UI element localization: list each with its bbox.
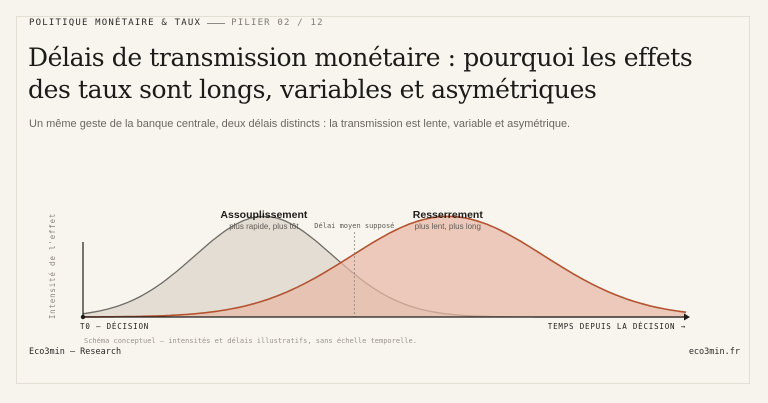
kicker-pillar: PILIER 02 / 12: [231, 18, 324, 28]
plot-area: [80, 215, 690, 321]
kicker-separator: [207, 22, 226, 24]
x-start-label: T0 — DÉCISION: [80, 322, 149, 331]
page-title: Délais de transmission monétaire : pourq…: [28, 43, 693, 104]
footer-site: eco3min.fr: [688, 347, 740, 357]
marker-label: Délai moyen supposé: [314, 222, 394, 230]
kicker-category: POLITIQUE MONÉTAIRE & TAUX: [29, 18, 202, 28]
y-axis-label: Intensité de l'effet: [48, 213, 57, 319]
page-subtitle: Un même geste de la banque centrale, deu…: [29, 118, 571, 130]
x-end-label: TEMPS DEPUIS LA DÉCISION →: [548, 322, 686, 331]
area-resserrement: [83, 216, 686, 317]
series-caption-resserrement: plus lent, plus long: [415, 222, 481, 231]
series-caption-assouplissement: plus rapide, plus tôt: [229, 222, 299, 231]
line-resserrement: [83, 215, 687, 318]
kicker: POLITIQUE MONÉTAIRE & TAUX PILIER 02 / 1…: [29, 18, 324, 28]
footer-brand: Eco3min — Research: [29, 347, 122, 357]
series-label-assouplissement: Assouplissement: [220, 209, 307, 221]
x-axis-arrow: [684, 313, 690, 321]
card: [16, 16, 750, 384]
chart-note: Schéma conceptuel — intensités et délais…: [84, 337, 417, 345]
area-assouplissement: [83, 216, 686, 317]
series-label-resserrement: Resserrement: [413, 209, 484, 221]
t0-origin-dot: [80, 314, 86, 320]
